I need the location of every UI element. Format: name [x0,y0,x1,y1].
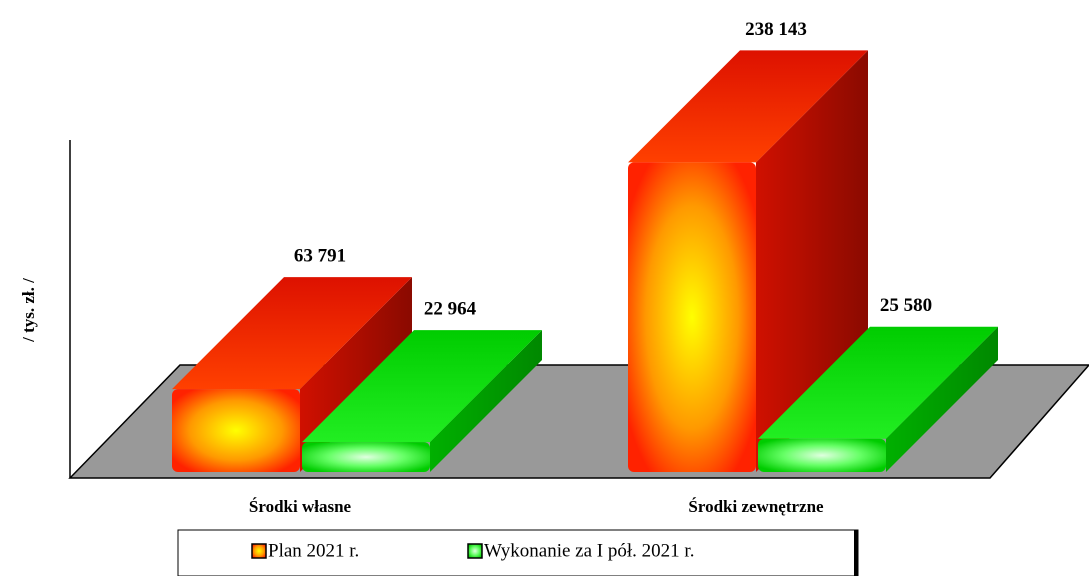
value-label: 25 580 [880,295,932,316]
legend [177,529,859,576]
bar-side [886,326,998,472]
bar-top [172,277,412,390]
bar-top [758,326,998,439]
legend-swatch [251,543,267,559]
bar-side [430,330,542,472]
value-label: 22 964 [424,299,477,320]
x-tick-label: Środki zewnętrzne [688,497,824,516]
value-label: 63 791 [294,245,346,266]
legend-label: Plan 2021 r. [268,540,359,561]
legend-items: Plan 2021 r. Wykonanie za I pół. 2021 r. [251,540,694,561]
bar-top [302,330,542,443]
bar [628,162,756,472]
legend-label: Wykonanie za I pół. 2021 r. [484,540,694,561]
value-label: 238 143 [745,19,807,40]
y-axis-label: / tys. zł. / [19,278,38,343]
bar [302,442,430,472]
x-tick-label: Środki własne [249,497,352,516]
bar [172,389,300,472]
bar-top [628,50,868,163]
bar [758,438,886,472]
legend-swatch [467,543,483,559]
bars [172,50,998,473]
